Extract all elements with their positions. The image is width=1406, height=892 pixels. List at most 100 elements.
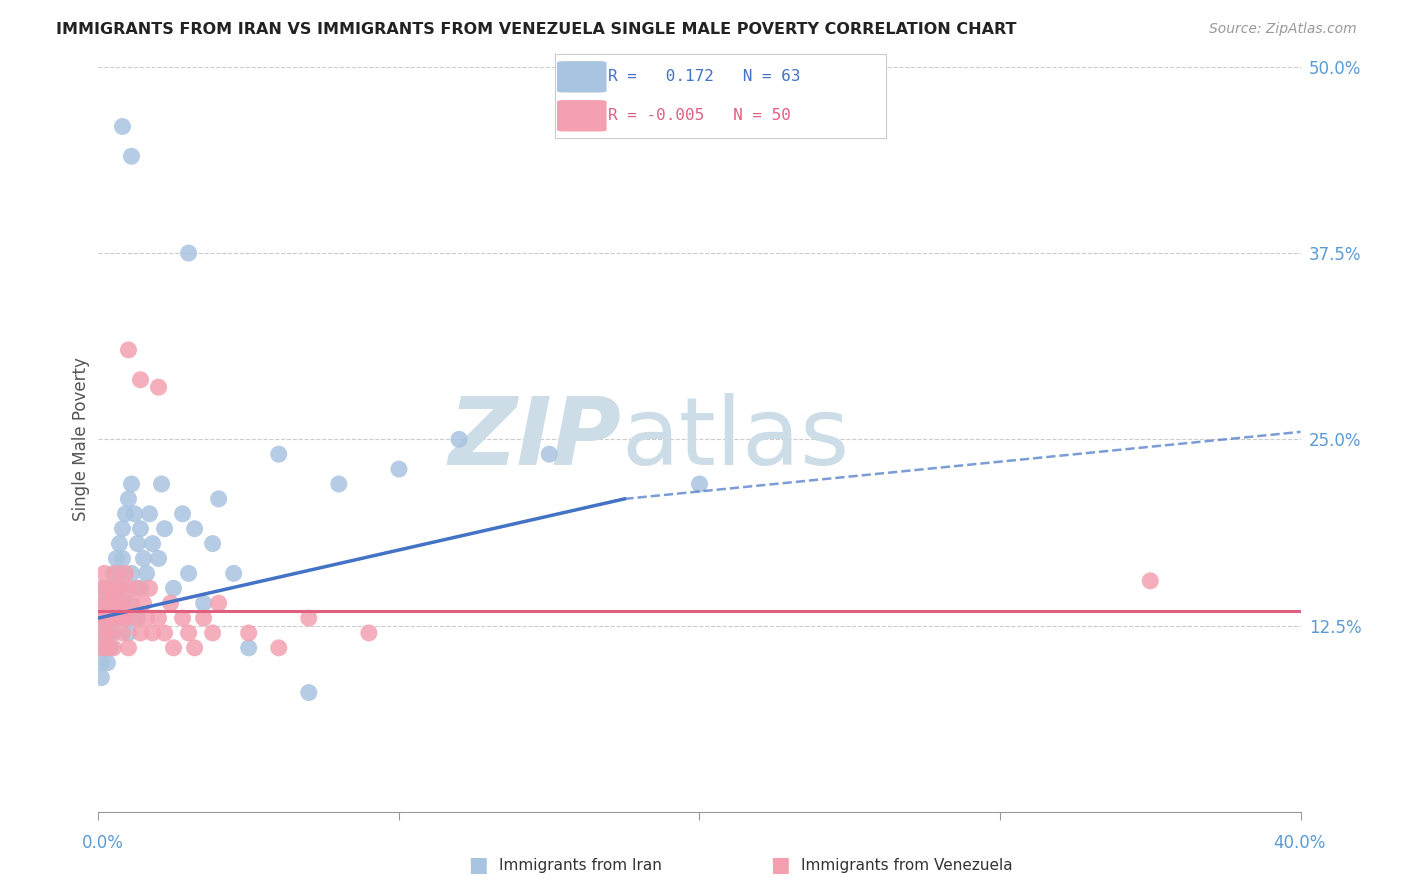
- Point: [222, 566, 245, 581]
- Point: [93, 626, 115, 640]
- Point: [183, 640, 205, 655]
- Point: [162, 640, 184, 655]
- Point: [105, 582, 128, 596]
- Point: [90, 671, 112, 685]
- Point: [90, 596, 112, 610]
- Point: [114, 611, 136, 625]
- Point: [108, 566, 131, 581]
- Point: [129, 582, 152, 596]
- Point: [114, 611, 136, 625]
- Point: [117, 596, 139, 610]
- Point: [111, 120, 134, 134]
- Text: ZIP: ZIP: [449, 393, 621, 485]
- Point: [132, 551, 155, 566]
- Point: [108, 582, 131, 596]
- Text: ■: ■: [468, 855, 488, 875]
- Text: Source: ZipAtlas.com: Source: ZipAtlas.com: [1209, 22, 1357, 37]
- Point: [96, 611, 118, 625]
- Point: [1139, 574, 1161, 588]
- Point: [108, 611, 131, 625]
- Point: [93, 596, 115, 610]
- Point: [238, 640, 260, 655]
- Point: [93, 640, 115, 655]
- Point: [141, 626, 163, 640]
- Text: atlas: atlas: [621, 393, 849, 485]
- Point: [201, 626, 224, 640]
- Text: R =   0.172   N = 63: R = 0.172 N = 63: [609, 70, 801, 85]
- Y-axis label: Single Male Poverty: Single Male Poverty: [72, 358, 90, 521]
- Point: [201, 536, 224, 550]
- Point: [111, 522, 134, 536]
- Point: [105, 596, 128, 610]
- Point: [90, 626, 112, 640]
- Point: [103, 582, 125, 596]
- Point: [108, 536, 131, 550]
- Point: [298, 611, 321, 625]
- Point: [100, 640, 122, 655]
- Point: [150, 477, 173, 491]
- Point: [193, 596, 215, 610]
- Text: Immigrants from Iran: Immigrants from Iran: [499, 858, 662, 872]
- Point: [114, 507, 136, 521]
- Point: [90, 656, 112, 670]
- Point: [90, 611, 112, 625]
- Point: [108, 596, 131, 610]
- Point: [148, 611, 170, 625]
- Point: [267, 640, 290, 655]
- Point: [208, 596, 231, 610]
- Point: [148, 551, 170, 566]
- Point: [90, 640, 112, 655]
- Text: ■: ■: [770, 855, 790, 875]
- Point: [689, 477, 711, 491]
- Point: [100, 596, 122, 610]
- Point: [124, 611, 146, 625]
- Point: [121, 596, 143, 610]
- Point: [127, 536, 149, 550]
- Point: [129, 626, 152, 640]
- Text: R = -0.005   N = 50: R = -0.005 N = 50: [609, 108, 792, 123]
- Point: [141, 536, 163, 550]
- Point: [90, 582, 112, 596]
- Point: [117, 582, 139, 596]
- Point: [388, 462, 411, 476]
- Point: [177, 626, 200, 640]
- Point: [121, 149, 143, 163]
- Point: [111, 626, 134, 640]
- FancyBboxPatch shape: [557, 100, 606, 131]
- Point: [96, 656, 118, 670]
- Point: [103, 626, 125, 640]
- Point: [111, 596, 134, 610]
- Text: 0.0%: 0.0%: [82, 834, 124, 852]
- Point: [121, 566, 143, 581]
- Point: [138, 582, 160, 596]
- Point: [159, 596, 181, 610]
- Text: IMMIGRANTS FROM IRAN VS IMMIGRANTS FROM VENEZUELA SINGLE MALE POVERTY CORRELATIO: IMMIGRANTS FROM IRAN VS IMMIGRANTS FROM …: [56, 22, 1017, 37]
- Point: [238, 626, 260, 640]
- Point: [117, 343, 139, 357]
- Point: [153, 522, 176, 536]
- Point: [132, 596, 155, 610]
- Point: [114, 566, 136, 581]
- Point: [129, 373, 152, 387]
- Point: [103, 566, 125, 581]
- Point: [93, 566, 115, 581]
- Point: [148, 380, 170, 394]
- Point: [111, 582, 134, 596]
- Point: [357, 626, 380, 640]
- FancyBboxPatch shape: [557, 62, 606, 93]
- Point: [298, 685, 321, 699]
- Text: 40.0%: 40.0%: [1272, 834, 1326, 852]
- Point: [111, 551, 134, 566]
- Point: [538, 447, 561, 461]
- Point: [96, 640, 118, 655]
- Point: [105, 611, 128, 625]
- Point: [121, 477, 143, 491]
- Point: [105, 566, 128, 581]
- Point: [267, 447, 290, 461]
- Point: [208, 491, 231, 506]
- Point: [100, 626, 122, 640]
- Point: [93, 582, 115, 596]
- Point: [177, 566, 200, 581]
- Point: [135, 611, 157, 625]
- Point: [103, 596, 125, 610]
